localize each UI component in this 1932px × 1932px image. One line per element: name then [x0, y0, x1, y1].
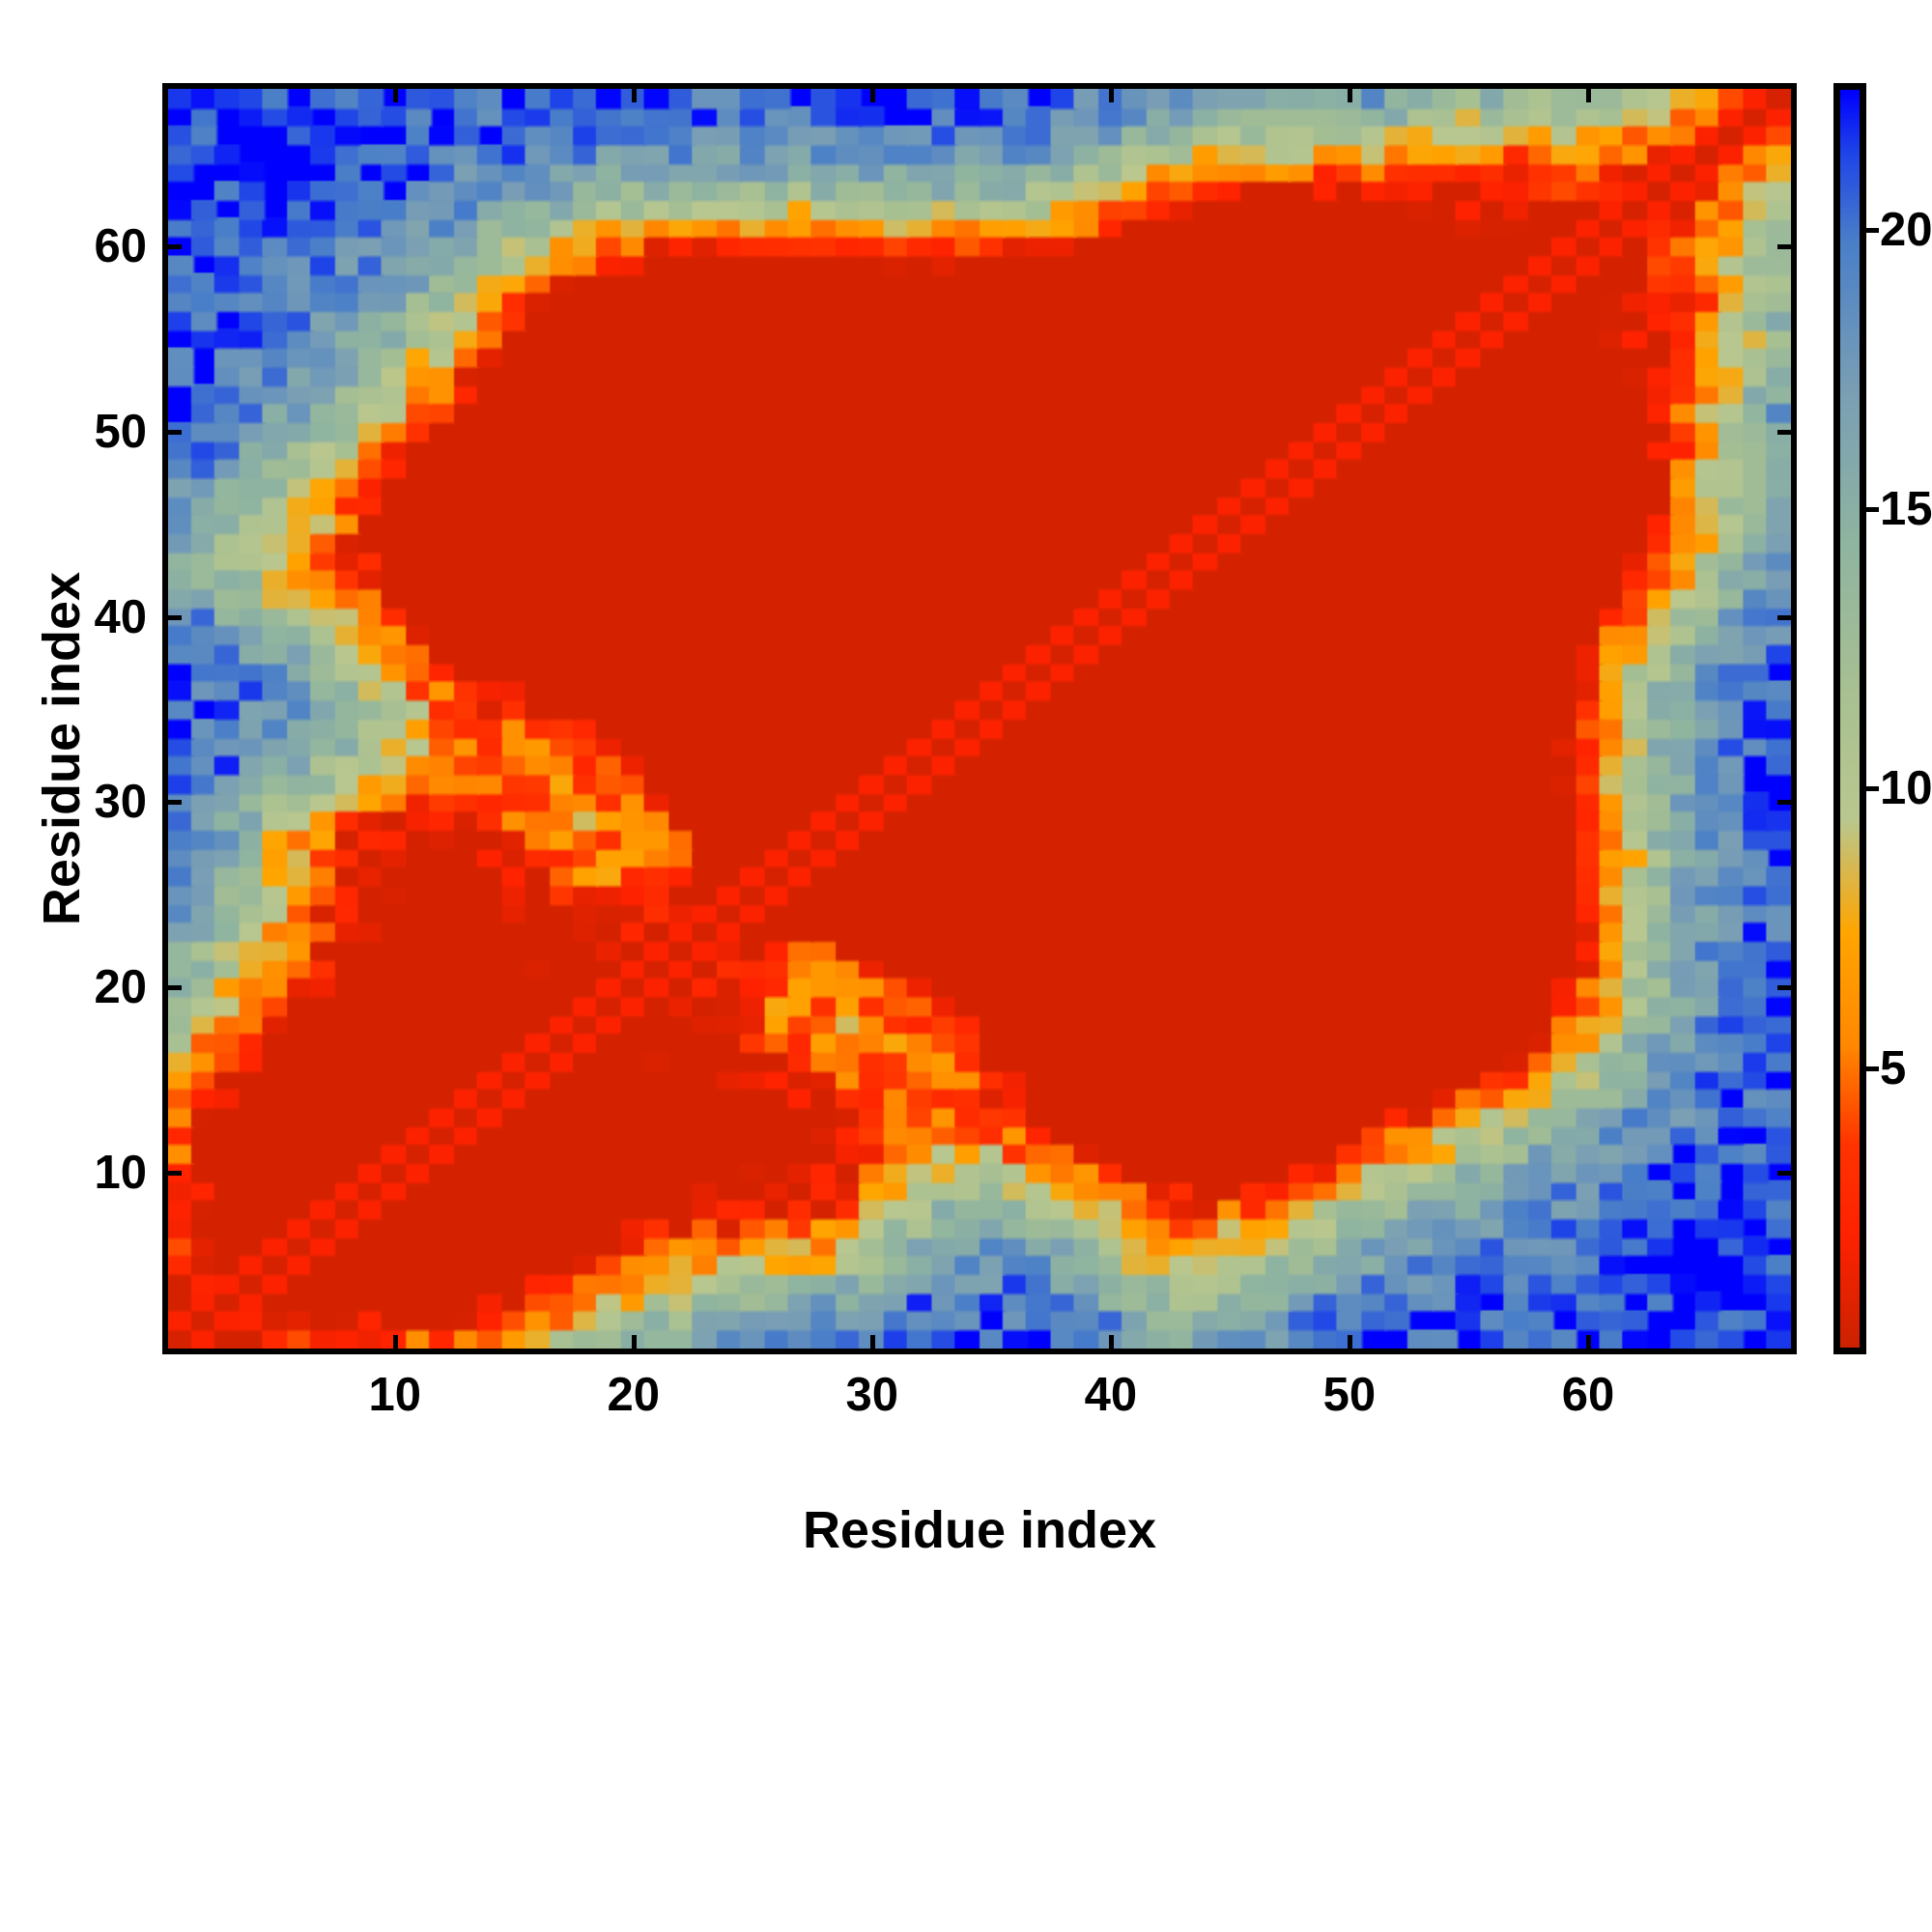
x-tick-label: 10	[368, 1369, 421, 1421]
x-tick-label: 50	[1322, 1369, 1377, 1421]
x-axis-title: Residue index	[802, 1501, 1157, 1559]
y-axis-tick-right	[1777, 800, 1791, 806]
y-axis-tick	[168, 614, 182, 620]
colorbar-tick	[1866, 786, 1879, 792]
colorbar-tick	[1866, 507, 1879, 512]
y-axis-tick	[168, 244, 182, 249]
x-axis-tick-top	[869, 89, 875, 102]
y-axis-tick	[168, 800, 182, 806]
y-tick-label: 50	[94, 405, 147, 458]
y-axis-tick-right	[1777, 614, 1791, 620]
y-axis-tick	[168, 985, 182, 991]
colorbar-tick	[1866, 227, 1879, 233]
y-axis-tick-right	[1777, 244, 1791, 249]
x-axis-tick-top	[631, 89, 637, 102]
y-tick-label: 60	[94, 220, 147, 272]
colorbar-tick	[1866, 1065, 1879, 1071]
y-axis-tick-right	[1777, 429, 1791, 435]
colorbar-tick-label: 10	[1880, 762, 1932, 815]
y-tick-label: 10	[94, 1146, 147, 1199]
x-axis-tick	[869, 1335, 875, 1349]
colorbar-gradient	[1840, 90, 1860, 1348]
x-axis-tick-top	[1586, 89, 1591, 102]
colorbar	[1833, 83, 1866, 1354]
x-tick-label: 40	[1084, 1369, 1138, 1421]
x-tick-label: 20	[607, 1369, 661, 1421]
x-axis-tick	[1108, 1335, 1114, 1349]
y-axis-tick	[168, 1170, 182, 1176]
x-axis-tick	[1347, 1335, 1352, 1349]
x-tick-label: 60	[1561, 1369, 1615, 1421]
y-axis-title: Residue index	[33, 571, 91, 926]
x-axis-tick-top	[1347, 89, 1352, 102]
colorbar-tick-label: 5	[1880, 1041, 1907, 1094]
x-axis-tick	[631, 1335, 637, 1349]
y-axis-tick-right	[1777, 985, 1791, 991]
x-axis-tick	[392, 1335, 398, 1349]
x-axis-tick-top	[392, 89, 398, 102]
x-tick-label: 30	[845, 1369, 899, 1421]
colorbar-tick-label: 20	[1880, 203, 1932, 256]
heatmap-canvas	[168, 89, 1791, 1349]
y-axis-tick	[168, 429, 182, 435]
x-axis-tick	[1586, 1335, 1591, 1349]
y-tick-label: 30	[94, 776, 147, 829]
y-axis-tick-right	[1777, 1170, 1791, 1176]
y-tick-label: 20	[94, 961, 147, 1014]
colorbar-tick-label: 15	[1880, 483, 1932, 535]
y-tick-label: 40	[94, 590, 147, 643]
x-axis-tick-top	[1108, 89, 1114, 102]
plot-area	[162, 83, 1797, 1354]
